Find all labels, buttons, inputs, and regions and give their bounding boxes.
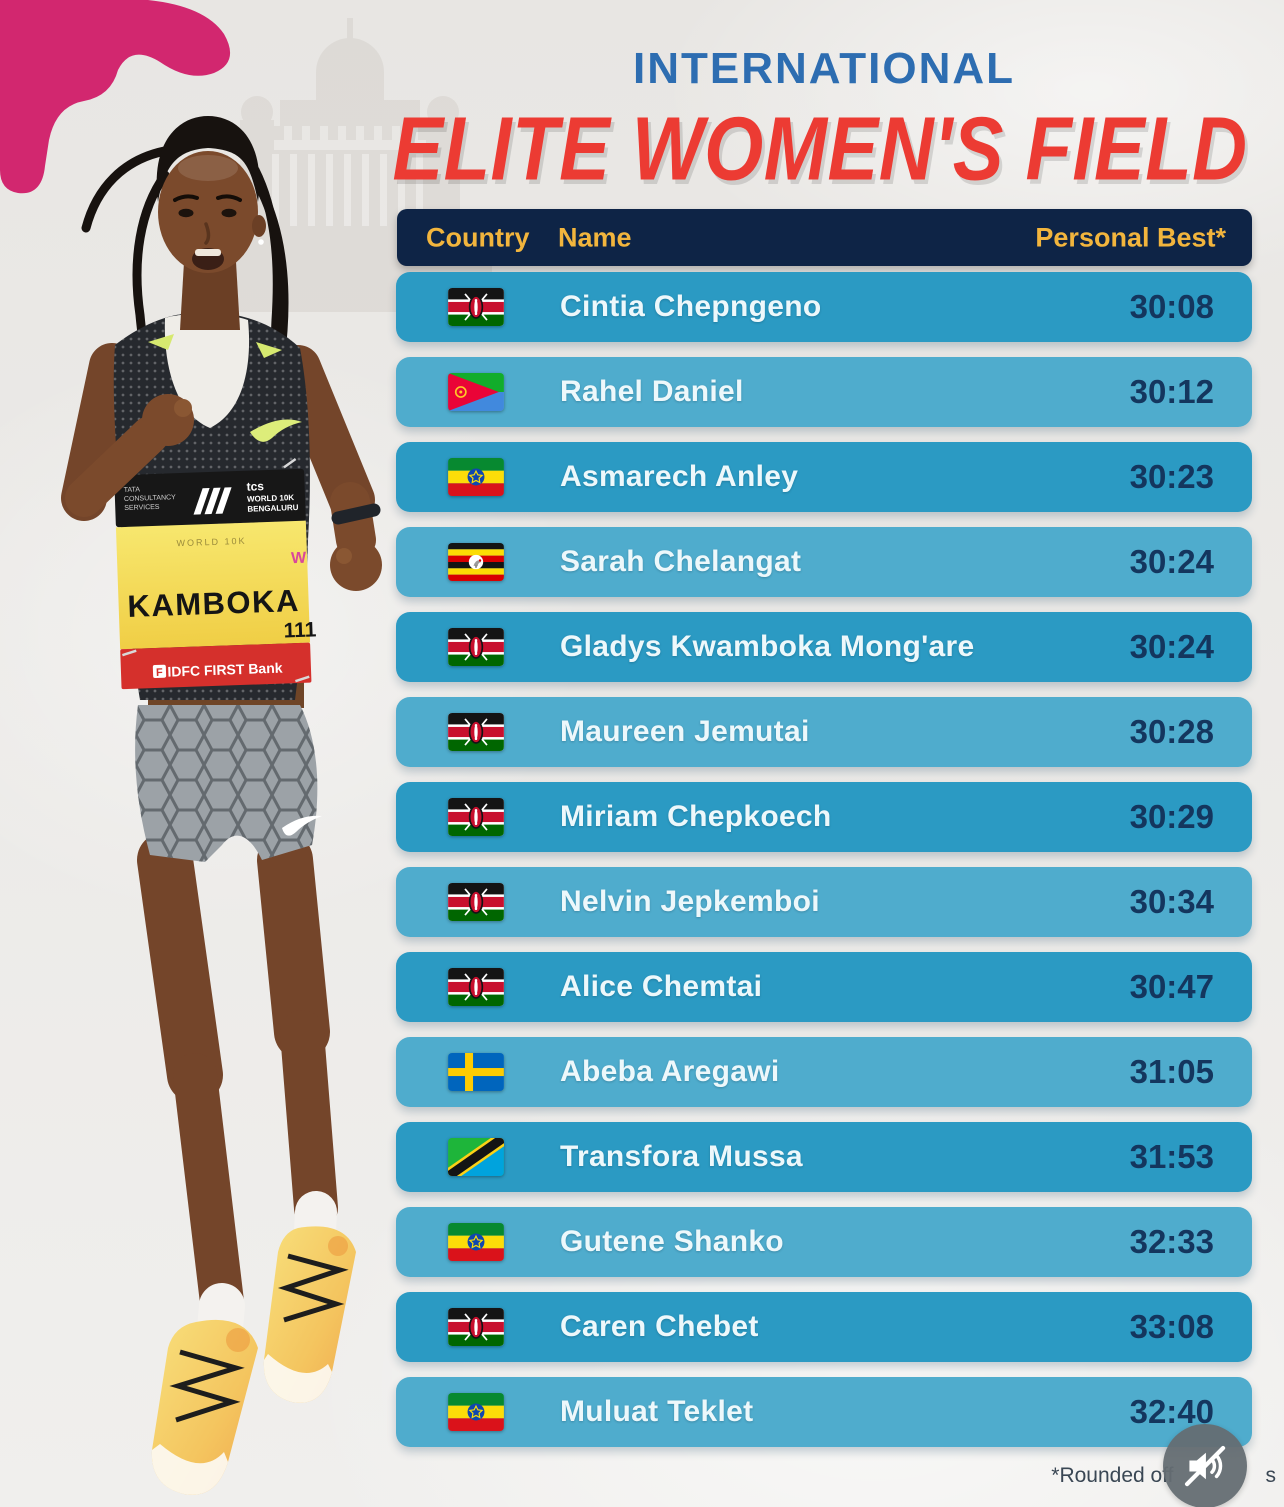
table-row: Transfora Mussa 31:53 bbox=[396, 1122, 1252, 1192]
personal-best: 30:24 bbox=[1129, 543, 1214, 580]
column-country: Country bbox=[426, 222, 530, 252]
eritrea-flag bbox=[448, 373, 504, 411]
kenya-flag bbox=[448, 628, 504, 666]
table-row: Rahel Daniel 30:12 bbox=[396, 357, 1252, 427]
race-bib: TATA CONSULTANCY SERVICES tcs WORLD 10K … bbox=[114, 457, 317, 690]
table-row: Caren Chebet 33:08 bbox=[396, 1292, 1252, 1362]
personal-best: 33:08 bbox=[1129, 1308, 1214, 1345]
table-row: Gutene Shanko 32:33 bbox=[396, 1207, 1252, 1277]
personal-best: 32:40 bbox=[1129, 1393, 1214, 1430]
svg-text:CONSULTANCY: CONSULTANCY bbox=[124, 494, 176, 503]
footnote-prefix: *Rounded off bbox=[1051, 1464, 1174, 1487]
kenya-flag bbox=[448, 288, 504, 326]
athlete-name: Gutene Shanko bbox=[560, 1225, 784, 1258]
shorts bbox=[135, 682, 322, 862]
svg-text:IDFC FIRST Bank: IDFC FIRST Bank bbox=[167, 660, 283, 680]
svg-text:F: F bbox=[156, 667, 163, 679]
personal-best: 32:33 bbox=[1129, 1223, 1214, 1260]
muted-speaker-icon bbox=[1184, 1445, 1226, 1487]
svg-text:111: 111 bbox=[283, 618, 317, 642]
athlete-name: Asmarech Anley bbox=[560, 460, 799, 493]
athlete-name: Cintia Chepngeno bbox=[560, 290, 822, 323]
kicker: INTERNATIONAL bbox=[632, 44, 1016, 93]
mute-button[interactable] bbox=[1163, 1424, 1247, 1507]
athlete-name: Nelvin Jepkemboi bbox=[560, 885, 820, 918]
table-row: Miriam Chepkoech 30:29 bbox=[396, 782, 1252, 852]
svg-text:TATA: TATA bbox=[124, 486, 141, 494]
personal-best: 30:28 bbox=[1129, 713, 1214, 750]
athlete-name: Abeba Aregawi bbox=[560, 1055, 780, 1088]
athlete-name: Caren Chebet bbox=[560, 1310, 759, 1343]
ethiopia-flag bbox=[448, 458, 504, 496]
footnote-suffix: s bbox=[1265, 1464, 1277, 1487]
svg-text:SERVICES: SERVICES bbox=[124, 504, 160, 512]
table-row: Nelvin Jepkemboi 30:34 bbox=[396, 867, 1252, 937]
athlete-name: Gladys Kwamboka Mong'are bbox=[560, 630, 975, 663]
kenya-flag bbox=[448, 713, 504, 751]
table-row: Abeba Aregawi 31:05 bbox=[396, 1037, 1252, 1107]
kenya-flag bbox=[448, 883, 504, 921]
table-row: Alice Chemtai 30:47 bbox=[396, 952, 1252, 1022]
tanzania-flag bbox=[448, 1138, 504, 1176]
personal-best: 30:24 bbox=[1129, 628, 1214, 665]
kenya-flag bbox=[448, 798, 504, 836]
table-row: Asmarech Anley 30:23 bbox=[396, 442, 1252, 512]
pink-blob-decoration bbox=[0, 0, 231, 194]
kenya-flag bbox=[448, 968, 504, 1006]
column-personal-best: Personal Best* bbox=[1035, 222, 1226, 252]
table-header: Country Name Personal Best* bbox=[397, 209, 1252, 266]
table-row: Cintia Chepngeno 30:08 bbox=[396, 272, 1252, 342]
personal-best: 30:29 bbox=[1129, 798, 1214, 835]
column-name: Name bbox=[558, 222, 632, 252]
athlete-name: Miriam Chepkoech bbox=[560, 800, 832, 833]
footnote: *Rounded off s bbox=[1051, 1464, 1276, 1488]
svg-text:W: W bbox=[291, 550, 308, 568]
personal-best: 31:53 bbox=[1129, 1138, 1214, 1175]
athlete-name: Transfora Mussa bbox=[560, 1140, 803, 1173]
svg-text:WORLD 10K: WORLD 10K bbox=[176, 536, 246, 548]
personal-best: 31:05 bbox=[1129, 1053, 1214, 1090]
sweden-flag bbox=[448, 1053, 504, 1091]
personal-best: 30:23 bbox=[1129, 458, 1214, 495]
personal-best: 30:08 bbox=[1129, 288, 1214, 325]
svg-text:BENGALURU: BENGALURU bbox=[247, 503, 299, 514]
personal-best: 30:12 bbox=[1129, 373, 1214, 410]
page-title: ELITE WOMEN'S FIELD bbox=[392, 99, 1248, 200]
athlete-name: Sarah Chelangat bbox=[560, 545, 802, 578]
table-row: Maureen Jemutai 30:28 bbox=[396, 697, 1252, 767]
ethiopia-flag bbox=[448, 1393, 504, 1431]
athlete-name: Rahel Daniel bbox=[560, 375, 744, 408]
athlete-name: Maureen Jemutai bbox=[560, 715, 810, 748]
athlete-name: Muluat Teklet bbox=[560, 1395, 754, 1428]
kenya-flag bbox=[448, 1308, 504, 1346]
svg-text:KAMBOKA: KAMBOKA bbox=[127, 583, 300, 624]
athlete-name: Alice Chemtai bbox=[560, 970, 763, 1003]
svg-text:WORLD 10K: WORLD 10K bbox=[247, 493, 295, 504]
table-row: Muluat Teklet 32:40 bbox=[396, 1377, 1252, 1447]
running-shoes bbox=[151, 1226, 356, 1495]
uganda-flag bbox=[448, 543, 504, 581]
svg-text:tcs: tcs bbox=[246, 479, 264, 494]
personal-best: 30:34 bbox=[1129, 883, 1214, 920]
table-row: Sarah Chelangat 30:24 bbox=[396, 527, 1252, 597]
personal-best: 30:47 bbox=[1129, 968, 1214, 1005]
ethiopia-flag bbox=[448, 1223, 504, 1261]
runner-photo: TATA CONSULTANCY SERVICES tcs WORLD 10K … bbox=[0, 0, 430, 1507]
table-row: Gladys Kwamboka Mong'are 30:24 bbox=[396, 612, 1252, 682]
